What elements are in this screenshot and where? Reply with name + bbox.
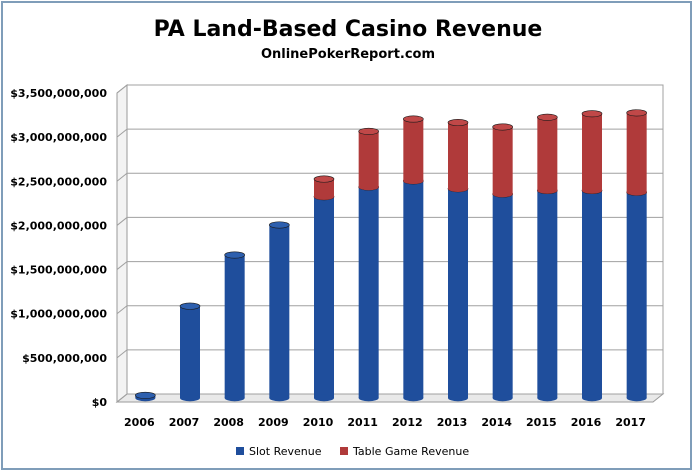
y-tick-label: $2,500,000,000: [10, 175, 107, 188]
x-tick-label: 2010: [303, 416, 334, 429]
bar-table-game: [492, 126, 513, 195]
bar-table-game-base: [403, 177, 424, 185]
bar-table-game-base: [448, 185, 468, 192]
bar-slot: [269, 224, 290, 398]
bar-slot-base: [224, 394, 245, 402]
bar-table-game-base: [358, 183, 379, 191]
bar-slot-top: [179, 302, 201, 310]
bar-table-game-base: [314, 193, 334, 200]
gridline: [116, 84, 663, 94]
legend: Slot Revenue Table Game Revenue: [236, 445, 469, 458]
bar-table-game: [314, 179, 334, 197]
bar-slot: [358, 186, 379, 398]
bar-slot-base: [537, 394, 558, 402]
gridline: [116, 216, 663, 226]
y-tick-label: $1,000,000,000: [10, 308, 107, 321]
gridline: [116, 305, 663, 315]
bar-slot-top: [135, 391, 156, 399]
bar-table-game-base: [626, 189, 647, 196]
bar-slot-base: [403, 394, 424, 402]
bar-slot-base: [314, 394, 334, 402]
bar-table-game-top: [358, 127, 379, 135]
bar-table-game-top: [581, 110, 603, 118]
x-tick-label: 2007: [169, 416, 200, 429]
x-tick-label: 2016: [571, 416, 602, 429]
gridline: [116, 393, 663, 403]
y-tick-label: $2,000,000,000: [10, 219, 107, 232]
bar-table-game-base: [537, 187, 558, 194]
chart-subtitle: OnlinePokerReport.com: [261, 47, 435, 62]
x-tick-label: 2015: [526, 416, 557, 429]
chart-title: PA Land-Based Casino Revenue: [154, 17, 543, 42]
legend-swatch: [340, 447, 348, 455]
x-tick-label: 2009: [258, 416, 289, 429]
gridline: [116, 349, 663, 359]
y-tick-label: $3,500,000,000: [10, 87, 107, 100]
bar-slot: [626, 192, 647, 398]
bar-table-game-top: [492, 123, 513, 131]
bar-table-game-top: [447, 119, 469, 127]
y-tick-label: $0: [92, 396, 108, 409]
bar-table-game-base: [582, 187, 602, 194]
bar-slot: [224, 254, 245, 398]
bar-table-game: [626, 112, 647, 193]
gridline: [116, 261, 663, 270]
y-tick-label: $1,500,000,000: [10, 264, 107, 277]
bar-slot-base: [492, 394, 513, 402]
bar-table-game: [403, 119, 424, 181]
bar-slot-top: [269, 221, 290, 229]
bar-slot: [448, 188, 468, 398]
bar-table-game-top: [403, 115, 424, 123]
bar-slot: [582, 190, 602, 398]
gridline: [116, 128, 663, 138]
y-tick-label: $3,000,000,000: [10, 131, 107, 144]
x-tick-label: 2011: [347, 416, 378, 429]
bar-slot: [492, 194, 513, 398]
bar-slot-base: [626, 394, 647, 402]
x-tick-label: 2017: [615, 416, 646, 429]
legend-label: Slot Revenue: [249, 445, 322, 458]
bar-table-game-top: [313, 175, 335, 183]
x-tick-label: 2006: [124, 416, 155, 429]
bar-slot-base: [358, 394, 379, 402]
bar-table-game-top: [626, 109, 647, 117]
y-tick-label: $500,000,000: [22, 352, 107, 365]
bar-slot-base: [180, 394, 200, 402]
bar-slot: [314, 196, 334, 398]
bar-slot-top: [224, 251, 245, 259]
gridline: [116, 172, 663, 182]
bar-slot: [537, 190, 558, 398]
bar-table-game: [582, 113, 602, 191]
legend-label: Table Game Revenue: [352, 445, 469, 458]
x-tick-label: 2013: [437, 416, 468, 429]
bar-table-game-top: [537, 113, 558, 121]
bar-table-game-base: [492, 190, 513, 198]
bar-slot: [403, 180, 424, 398]
x-tick-label: 2012: [392, 416, 423, 429]
bar-slot: [180, 306, 200, 398]
x-tick-label: 2008: [213, 416, 244, 429]
bar-slot-base: [448, 394, 468, 402]
x-tick-label: 2014: [481, 416, 512, 429]
plot-area: $0 $500,000,000 $1,000,000,000 $1,500,000,0…: [10, 83, 665, 429]
bar-table-game: [448, 122, 468, 189]
bar-slot-base: [269, 394, 290, 402]
bar-table-game: [537, 117, 558, 191]
legend-swatch: [236, 447, 244, 455]
bar-slot-base: [582, 394, 602, 402]
bar-table-game: [358, 131, 379, 187]
